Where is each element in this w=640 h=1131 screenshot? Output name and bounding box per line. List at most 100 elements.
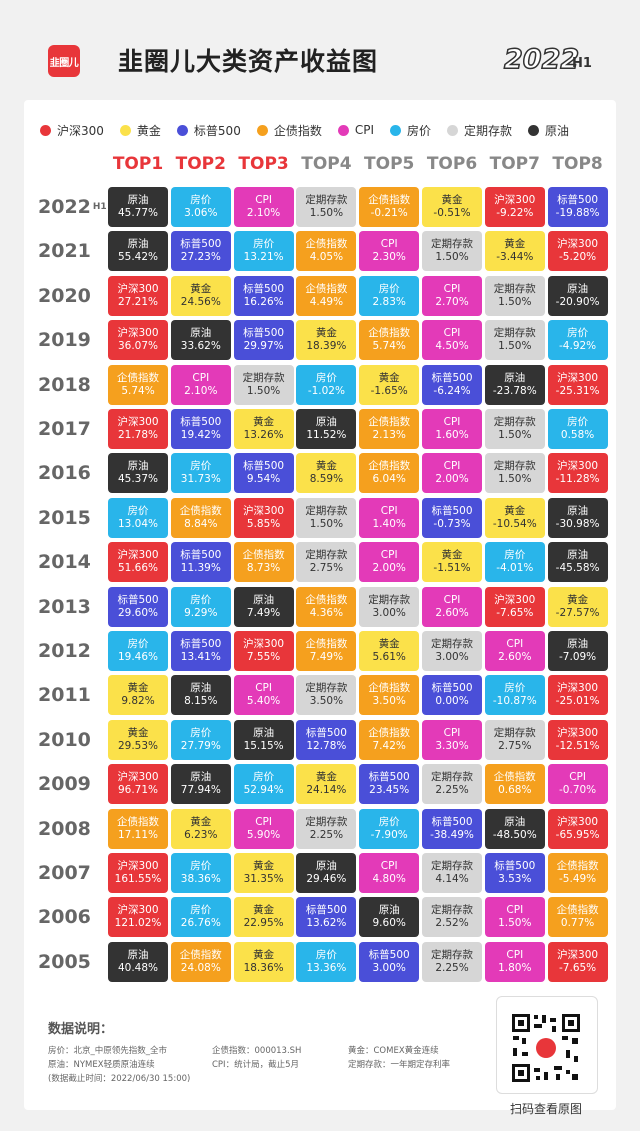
- asset-cell: CPI 2.70%: [422, 275, 482, 316]
- asset-return: -6.24%: [433, 384, 471, 397]
- asset-cell: CPI 2.10%: [233, 187, 294, 227]
- asset-name: 标普500: [431, 371, 473, 384]
- asset-cell: 黄金 -27.57%: [547, 586, 608, 627]
- asset-cell: 标普500 0.00%: [422, 675, 482, 716]
- note-oil: 原油：NYMEX轻质原油连续: [48, 1060, 155, 1070]
- asset-return: 45.77%: [117, 207, 159, 219]
- asset-name: 定期存款: [431, 238, 473, 251]
- asset-name: 房价: [190, 593, 212, 606]
- asset-return: 26.76%: [180, 917, 221, 930]
- asset-return: 4.49%: [309, 295, 344, 308]
- asset-cell: 房价 2.83%: [359, 275, 420, 316]
- column-header: TOP1: [112, 154, 164, 174]
- asset-cell: 黄金 -3.44%: [484, 231, 545, 272]
- qr-code-icon[interactable]: [510, 1012, 582, 1084]
- asset-return: 13.04%: [117, 517, 159, 530]
- asset-return: 0.68%: [498, 784, 532, 797]
- asset-cell: 沪深300 161.55%: [108, 853, 168, 893]
- asset-return: -25.31%: [555, 384, 600, 397]
- asset-name: 黄金: [315, 460, 337, 473]
- asset-return: 3.53%: [498, 873, 532, 885]
- year-label: 2014: [38, 551, 91, 574]
- year-label: 2013: [38, 595, 91, 618]
- asset-cell: 企债指数 17.11%: [108, 808, 168, 849]
- asset-cell: 沪深300 -11.28%: [547, 453, 608, 494]
- asset-return: 40.48%: [117, 961, 159, 974]
- asset-cell: 原油 -45.58%: [547, 542, 608, 583]
- asset-return: 2.10%: [184, 384, 218, 397]
- note-cpi: CPI：统计局，截止5月: [212, 1060, 299, 1070]
- asset-cell: CPI 4.80%: [359, 853, 420, 893]
- asset-cell: 沪深300 -7.65%: [484, 586, 545, 627]
- asset-return: 1.50%: [246, 384, 281, 397]
- asset-name: 企债指数: [305, 638, 348, 650]
- asset-cell: 企债指数 24.08%: [170, 941, 231, 982]
- asset-name: 标普500: [180, 638, 222, 650]
- asset-name: 原油: [127, 194, 149, 206]
- asset-name: 黄金: [127, 682, 149, 695]
- asset-name: CPI: [506, 638, 524, 650]
- asset-name: 黄金: [253, 860, 275, 872]
- asset-return: 13.62%: [306, 917, 347, 930]
- asset-cell: 原油 11.52%: [296, 409, 357, 449]
- asset-cell: 定期存款 1.50%: [233, 364, 294, 405]
- asset-name: 标普500: [117, 593, 159, 606]
- asset-name: 企债指数: [556, 860, 599, 872]
- asset-cell: 定期存款 2.25%: [422, 941, 482, 982]
- asset-cell: 定期存款 2.25%: [422, 764, 482, 805]
- asset-name: 企债指数: [556, 904, 599, 917]
- title-year: 2022: [503, 43, 580, 76]
- legend-label: 标普500: [193, 123, 241, 138]
- asset-return: 29.46%: [306, 873, 347, 885]
- legend-label: 房价: [407, 123, 432, 138]
- asset-return: 1.40%: [372, 517, 406, 530]
- asset-cell: 房价 27.79%: [170, 719, 231, 760]
- asset-name: 沪深300: [557, 682, 599, 695]
- asset-cell: CPI 3.30%: [422, 719, 482, 760]
- asset-cell: 黄金 -0.51%: [422, 187, 482, 227]
- asset-return: -65.95%: [555, 828, 600, 841]
- asset-return: 18.39%: [306, 340, 347, 353]
- asset-name: CPI: [380, 504, 398, 517]
- column-header: TOP2: [175, 154, 226, 174]
- asset-name: CPI: [506, 948, 524, 961]
- asset-name: 企债指数: [305, 282, 348, 295]
- asset-return: 5.90%: [246, 828, 281, 841]
- asset-name: 房价: [127, 504, 149, 517]
- asset-cell: 定期存款 3.50%: [296, 675, 357, 716]
- column-header: TOP7: [489, 154, 540, 174]
- asset-cell: 原油 45.77%: [108, 187, 168, 227]
- asset-name: 沪深300: [557, 460, 599, 473]
- asset-return: -23.78%: [492, 384, 537, 397]
- asset-return: 2.25%: [435, 961, 469, 974]
- asset-cell: 标普500 12.78%: [296, 719, 357, 760]
- asset-name: 定期存款: [493, 726, 536, 739]
- asset-return: 96.71%: [117, 784, 159, 797]
- asset-return: 7.42%: [372, 739, 406, 752]
- asset-cell: 原油 8.15%: [170, 675, 231, 716]
- asset-name: 定期存款: [305, 194, 348, 206]
- asset-cell: CPI 2.60%: [422, 586, 482, 627]
- asset-name: 定期存款: [242, 371, 285, 384]
- asset-name: 定期存款: [431, 771, 473, 784]
- asset-name: 原油: [315, 416, 337, 428]
- asset-return: 13.41%: [180, 651, 221, 663]
- asset-cell: 沪深300 7.55%: [233, 631, 294, 671]
- asset-cell: 定期存款 2.52%: [422, 897, 482, 938]
- note-gold: 黄金：COMEX黄金连续: [348, 1046, 439, 1056]
- asset-cell: 房价 -4.92%: [547, 320, 608, 361]
- asset-return: 4.05%: [309, 251, 344, 264]
- asset-return: 1.50%: [435, 251, 469, 264]
- asset-return: 9.82%: [121, 695, 155, 708]
- asset-name: 房价: [315, 371, 337, 384]
- note-bond: 企债指数：000013.SH: [212, 1046, 302, 1056]
- asset-name: 原油: [190, 682, 212, 695]
- note-deposit: 定期存款：一年期定存利率: [348, 1060, 451, 1070]
- asset-name: 定期存款: [431, 860, 473, 872]
- asset-cell: 标普500 11.39%: [170, 542, 231, 583]
- asset-return: -12.51%: [555, 739, 600, 752]
- asset-cell: 标普500 23.45%: [359, 764, 420, 805]
- asset-name: 沪深300: [117, 282, 159, 295]
- legend-dot-icon: [528, 124, 540, 136]
- asset-return: -10.87%: [492, 695, 537, 708]
